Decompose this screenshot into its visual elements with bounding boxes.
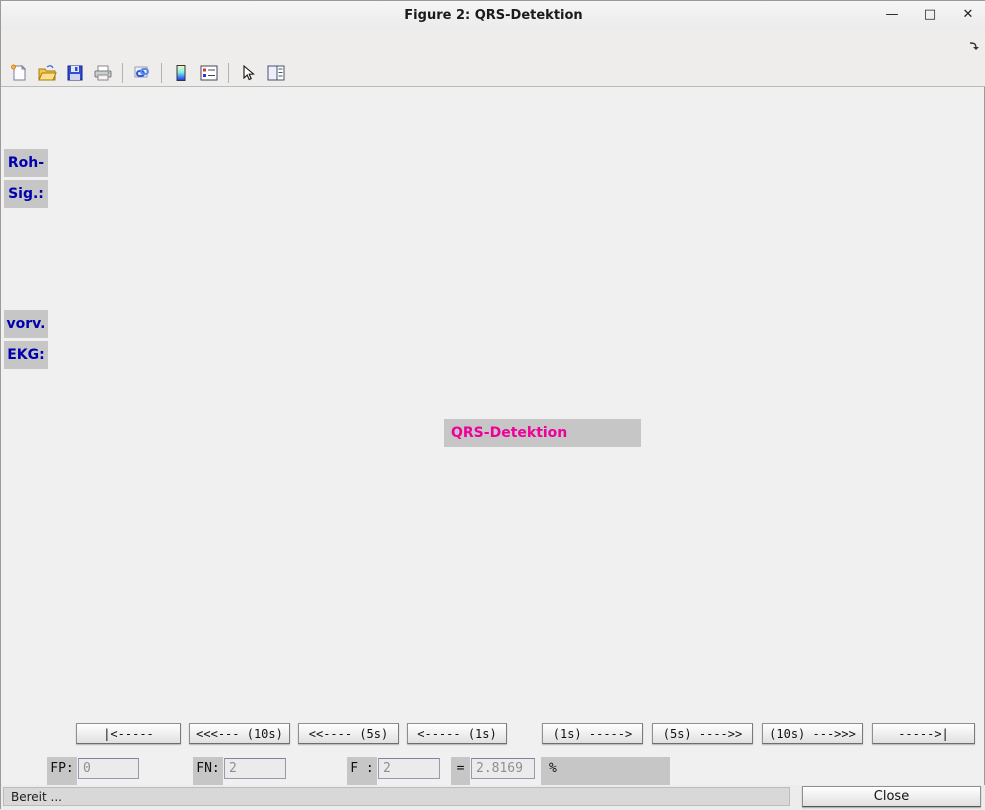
fn-label: FN: — [193, 757, 223, 786]
nav-go-end-button[interactable]: ----->| — [872, 723, 975, 744]
nav-forward-1s-button[interactable]: (1s) -----> — [542, 723, 643, 744]
label-roh-text: Roh- — [7, 155, 45, 171]
label-vorv: vorv. — [4, 310, 48, 338]
new-figure-icon[interactable] — [6, 61, 32, 85]
qrs-detektion-title-box: QRS-Detektion — [444, 419, 641, 447]
menu-bar — [1, 29, 985, 60]
plot-preprocessed-ekg — [36, 254, 981, 406]
print-figure-icon[interactable] — [90, 61, 116, 85]
open-file-icon[interactable] — [34, 61, 60, 85]
plot-qrs-detection-filtered — [36, 428, 981, 579]
link-plot-icon[interactable] — [129, 61, 155, 85]
label-sig: Sig.: — [4, 180, 48, 208]
f-label: F : — [347, 757, 377, 786]
ratio-field[interactable] — [471, 758, 535, 779]
title-bar: Figure 2: QRS-Detektion — □ ✕ — [1, 1, 985, 30]
close-window-button[interactable]: ✕ — [962, 7, 974, 22]
fn-field[interactable] — [224, 758, 286, 779]
toolbar-separator — [122, 62, 123, 83]
nav-go-start-button[interactable]: |<----- — [76, 723, 181, 744]
nav-forward-10s-button[interactable]: (10s) --->>> — [762, 723, 863, 744]
label-ekg-text: EKG: — [7, 347, 45, 363]
label-roh: Roh- — [4, 149, 48, 177]
status-bar: Bereit ... Close — [1, 785, 985, 810]
figure-toolbar — [1, 59, 985, 87]
toolbar-separator — [228, 62, 229, 83]
maximize-button[interactable]: □ — [923, 7, 937, 22]
save-figure-icon[interactable] — [62, 61, 88, 85]
plot-raw-signal — [36, 94, 981, 247]
close-button[interactable]: Close — [802, 786, 981, 807]
fp-field[interactable] — [78, 758, 139, 779]
edit-plot-arrow-icon[interactable] — [235, 61, 261, 85]
window-title: Figure 2: QRS-Detektion — [404, 7, 583, 23]
plot-browser-icon[interactable] — [263, 61, 289, 85]
percent-label: % — [541, 757, 670, 786]
nav-back-1s-button[interactable]: <----- (1s) — [407, 723, 507, 744]
fp-label: FP: — [47, 757, 77, 786]
plot-detected-qrs — [36, 569, 981, 718]
nav-forward-5s-button[interactable]: (5s) ---->> — [652, 723, 753, 744]
qrs-detektion-title-text: QRS-Detektion — [451, 425, 568, 441]
label-vorv-text: vorv. — [6, 316, 46, 332]
window-controls: — □ ✕ — [884, 1, 976, 29]
equals-label: = — [451, 757, 470, 786]
toolbar-separator — [161, 62, 162, 83]
nav-buttons-forward: (1s) -----> (5s) ---->> (10s) --->>> ---… — [542, 723, 975, 744]
nav-buttons-back: |<----- <<<--- (10s) <<---- (5s) <----- … — [76, 723, 507, 744]
insert-colorbar-icon[interactable] — [168, 61, 194, 85]
label-ekg: EKG: — [4, 341, 48, 369]
status-message: Bereit ... — [3, 787, 790, 806]
insert-legend-icon[interactable] — [196, 61, 222, 85]
menu-overflow-icon[interactable] — [968, 37, 980, 56]
minimize-button[interactable]: — — [885, 7, 899, 22]
nav-back-10s-button[interactable]: <<<--- (10s) — [189, 723, 290, 744]
nav-back-5s-button[interactable]: <<---- (5s) — [298, 723, 399, 744]
f-field[interactable] — [378, 758, 440, 779]
label-sig-text: Sig.: — [8, 186, 44, 202]
